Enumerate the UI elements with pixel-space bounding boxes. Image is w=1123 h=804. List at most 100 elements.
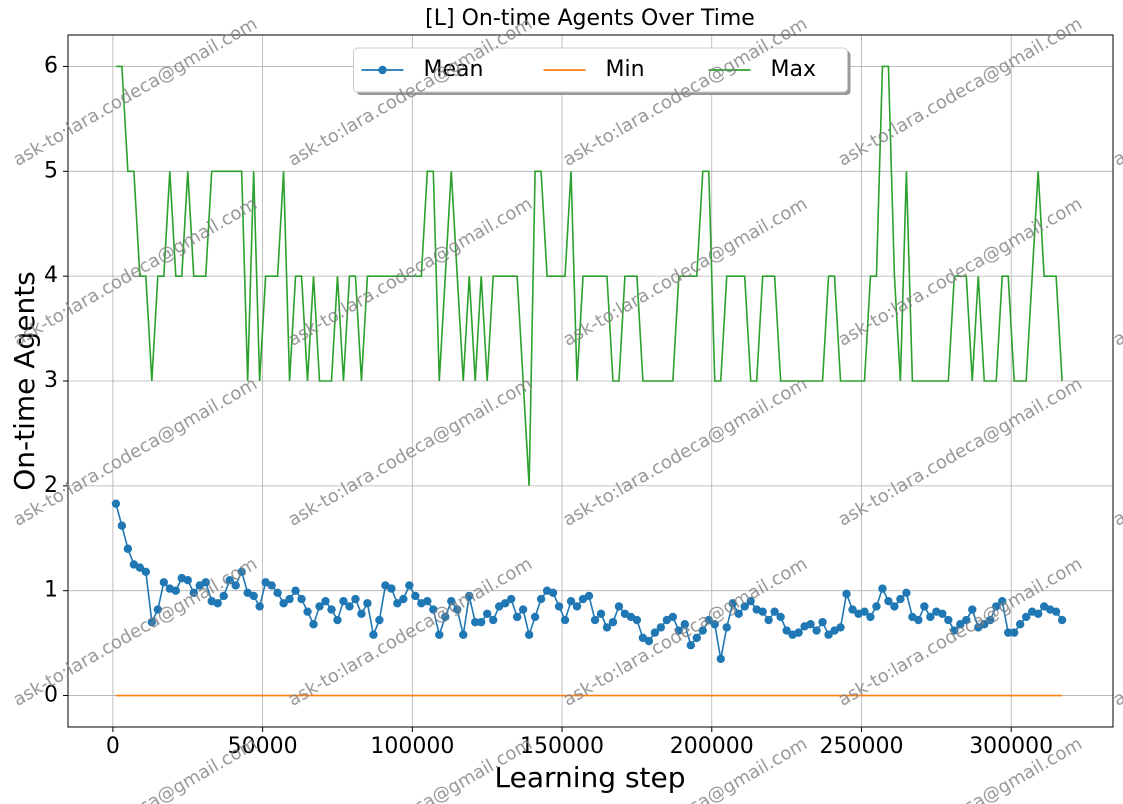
data-point — [776, 612, 785, 622]
data-point — [866, 612, 875, 622]
data-point — [926, 612, 935, 622]
data-point — [758, 607, 767, 616]
data-point — [716, 654, 725, 664]
data-point — [584, 591, 594, 601]
data-point — [1033, 609, 1043, 618]
data-point — [1057, 615, 1067, 625]
data-point — [1015, 620, 1025, 629]
chart-title: [L] On-time Agents Over Time — [425, 6, 755, 31]
data-point — [890, 602, 899, 611]
data-point — [399, 594, 408, 604]
data-point — [465, 591, 474, 601]
series-line — [115, 503, 1063, 659]
watermark: ask-to:lara.codeca@gmail.com — [1110, 193, 1123, 350]
x-tick-label: 300000 — [969, 734, 1053, 759]
data-point — [267, 581, 276, 590]
data-point — [1021, 612, 1031, 622]
data-point — [896, 594, 905, 604]
y-tick-label: 6 — [44, 53, 58, 78]
data-point — [159, 578, 169, 587]
data-point — [321, 596, 330, 606]
data-point — [291, 586, 300, 595]
data-point — [872, 602, 881, 611]
data-point — [183, 576, 192, 585]
data-point — [237, 567, 246, 577]
data-point — [956, 620, 965, 629]
y-axis-label: On-time Agents — [8, 271, 41, 491]
data-point — [992, 602, 1001, 611]
data-point — [141, 567, 151, 577]
data-point — [914, 615, 923, 625]
data-point — [770, 607, 779, 616]
data-point — [429, 605, 438, 614]
x-tick-label: 100000 — [370, 734, 454, 759]
legend-label: Mean — [424, 57, 484, 82]
data-point — [668, 612, 678, 622]
data-point — [309, 620, 318, 629]
data-point — [482, 609, 492, 618]
legend — [353, 47, 848, 93]
data-point — [824, 630, 833, 639]
data-point — [842, 589, 851, 599]
data-point — [806, 620, 815, 629]
data-point — [794, 628, 803, 637]
data-point — [1004, 628, 1013, 637]
data-point — [818, 617, 827, 627]
data-point — [279, 599, 288, 608]
data-point — [530, 612, 540, 622]
y-tick-label: 4 — [44, 263, 58, 288]
data-point — [920, 602, 929, 611]
series-line — [115, 65, 1063, 486]
data-point — [518, 605, 528, 614]
x-tick-label: 0 — [106, 734, 120, 759]
data-point — [357, 609, 366, 618]
data-point — [674, 626, 684, 635]
data-point — [692, 633, 701, 643]
data-point — [488, 615, 498, 625]
data-point — [231, 581, 240, 590]
data-point — [423, 596, 432, 606]
data-point — [435, 630, 444, 639]
data-point — [860, 607, 869, 616]
watermark: ask-to:lara.codeca@gmail.com — [10, 733, 261, 804]
watermark: ask-to:lara.codeca@gmail.com — [835, 193, 1086, 350]
data-point — [453, 605, 462, 614]
data-point — [369, 630, 378, 639]
data-point — [351, 594, 360, 604]
data-point — [812, 626, 821, 635]
x-tick-label: 50000 — [228, 734, 298, 759]
data-point — [686, 641, 696, 650]
watermark: ask-to:lara.codeca@gmail.com — [560, 553, 811, 710]
x-tick-label: 250000 — [819, 734, 903, 759]
data-point — [1009, 628, 1019, 637]
data-point — [123, 544, 133, 553]
data-point — [303, 607, 312, 616]
data-point — [111, 499, 121, 508]
data-point — [986, 615, 995, 625]
data-point — [285, 594, 294, 604]
data-point — [387, 584, 396, 593]
data-point — [405, 581, 414, 590]
data-point — [884, 596, 893, 606]
watermark: ask-to:lara.codeca@gmail.com — [560, 193, 811, 350]
data-point — [572, 602, 582, 611]
legend-marker — [378, 65, 387, 75]
plot-frame — [67, 34, 1114, 728]
data-point — [213, 599, 222, 608]
data-point — [500, 599, 510, 608]
data-point — [902, 588, 911, 597]
data-point — [411, 591, 420, 601]
data-point — [135, 563, 145, 572]
data-point — [560, 615, 570, 625]
data-point — [644, 636, 654, 646]
data-point — [590, 615, 600, 625]
data-point — [393, 599, 402, 608]
data-point — [297, 594, 306, 604]
data-point — [459, 630, 468, 639]
data-point — [944, 615, 953, 625]
data-point — [249, 591, 258, 601]
data-point — [614, 602, 624, 611]
legend-label: Min — [606, 57, 645, 82]
data-point — [477, 617, 486, 627]
